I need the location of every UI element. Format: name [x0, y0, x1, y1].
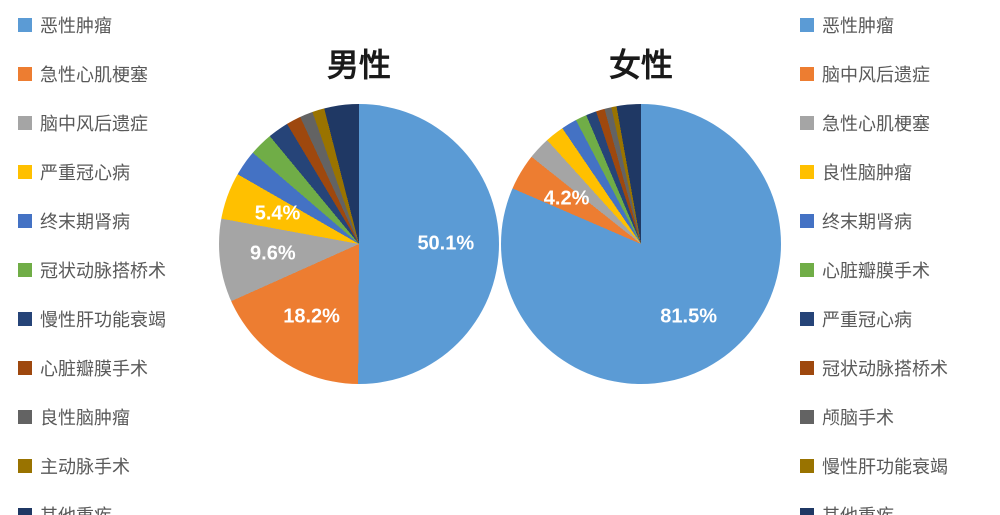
legend-right: 恶性肿瘤脑中风后遗症急性心肌梗塞良性脑肿瘤终末期肾病心脏瓣膜手术严重冠心病冠状动…	[782, 0, 1000, 515]
legend-swatch-icon	[800, 263, 814, 277]
legend-label: 其他重疾	[822, 502, 894, 515]
legend-label: 恶性肿瘤	[822, 12, 894, 38]
legend-swatch-icon	[18, 312, 32, 326]
legend-label: 其他重疾	[40, 502, 112, 515]
legend-item-left: 其他重疾	[18, 502, 218, 515]
chart-female: 女性 81.5%4.2%	[501, 40, 781, 384]
pie-male	[219, 104, 499, 384]
legend-item-left: 脑中风后遗症	[18, 110, 218, 136]
legend-label: 颅脑手术	[822, 404, 894, 430]
legend-label: 良性脑肿瘤	[822, 159, 912, 185]
charts-area: 男性 50.1%18.2%9.6%5.4% 女性 81.5%4.2%	[218, 0, 782, 515]
chart-title-male: 男性	[327, 40, 391, 86]
legend-swatch-icon	[800, 312, 814, 326]
legend-label: 脑中风后遗症	[822, 61, 930, 87]
chart-male: 男性 50.1%18.2%9.6%5.4%	[219, 40, 499, 384]
legend-label: 冠状动脉搭桥术	[822, 355, 948, 381]
legend-label: 脑中风后遗症	[40, 110, 148, 136]
legend-label: 终末期肾病	[822, 208, 912, 234]
legend-swatch-icon	[18, 116, 32, 130]
pie-female	[501, 104, 781, 384]
legend-item-right: 其他重疾	[800, 502, 1000, 515]
legend-swatch-icon	[18, 18, 32, 32]
legend-item-right: 终末期肾病	[800, 208, 1000, 234]
chart-container: 恶性肿瘤急性心肌梗塞脑中风后遗症严重冠心病终末期肾病冠状动脉搭桥术慢性肝功能衰竭…	[0, 0, 1000, 515]
legend-label: 急性心肌梗塞	[40, 61, 148, 87]
legend-item-left: 急性心肌梗塞	[18, 61, 218, 87]
legend-item-left: 主动脉手术	[18, 453, 218, 479]
legend-label: 心脏瓣膜手术	[40, 355, 148, 381]
pie-wrap-male: 50.1%18.2%9.6%5.4%	[219, 104, 499, 384]
legend-item-left: 冠状动脉搭桥术	[18, 257, 218, 283]
legend-swatch-icon	[18, 361, 32, 375]
legend-item-right: 急性心肌梗塞	[800, 110, 1000, 136]
legend-item-left: 良性脑肿瘤	[18, 404, 218, 430]
legend-item-right: 心脏瓣膜手术	[800, 257, 1000, 283]
legend-swatch-icon	[18, 67, 32, 81]
legend-swatch-icon	[18, 214, 32, 228]
legend-swatch-icon	[18, 459, 32, 473]
legend-swatch-icon	[800, 508, 814, 515]
legend-label: 慢性肝功能衰竭	[822, 453, 948, 479]
legend-item-left: 恶性肿瘤	[18, 12, 218, 38]
legend-swatch-icon	[800, 116, 814, 130]
legend-label: 良性脑肿瘤	[40, 404, 130, 430]
pie-wrap-female: 81.5%4.2%	[501, 104, 781, 384]
legend-swatch-icon	[18, 410, 32, 424]
legend-item-left: 终末期肾病	[18, 208, 218, 234]
legend-left: 恶性肿瘤急性心肌梗塞脑中风后遗症严重冠心病终末期肾病冠状动脉搭桥术慢性肝功能衰竭…	[0, 0, 218, 515]
legend-item-right: 良性脑肿瘤	[800, 159, 1000, 185]
legend-label: 主动脉手术	[40, 453, 130, 479]
legend-item-right: 冠状动脉搭桥术	[800, 355, 1000, 381]
legend-item-left: 慢性肝功能衰竭	[18, 306, 218, 332]
legend-label: 冠状动脉搭桥术	[40, 257, 166, 283]
legend-label: 心脏瓣膜手术	[822, 257, 930, 283]
legend-label: 严重冠心病	[40, 159, 130, 185]
legend-swatch-icon	[800, 214, 814, 228]
legend-item-right: 慢性肝功能衰竭	[800, 453, 1000, 479]
legend-item-right: 恶性肿瘤	[800, 12, 1000, 38]
legend-label: 急性心肌梗塞	[822, 110, 930, 136]
legend-swatch-icon	[800, 18, 814, 32]
legend-item-left: 心脏瓣膜手术	[18, 355, 218, 381]
legend-label: 恶性肿瘤	[40, 12, 112, 38]
legend-swatch-icon	[800, 67, 814, 81]
legend-swatch-icon	[18, 263, 32, 277]
legend-item-left: 严重冠心病	[18, 159, 218, 185]
legend-label: 慢性肝功能衰竭	[40, 306, 166, 332]
legend-item-right: 颅脑手术	[800, 404, 1000, 430]
legend-swatch-icon	[800, 165, 814, 179]
legend-label: 终末期肾病	[40, 208, 130, 234]
legend-label: 严重冠心病	[822, 306, 912, 332]
legend-item-right: 严重冠心病	[800, 306, 1000, 332]
legend-swatch-icon	[800, 361, 814, 375]
chart-title-female: 女性	[609, 40, 673, 86]
legend-swatch-icon	[18, 165, 32, 179]
legend-item-right: 脑中风后遗症	[800, 61, 1000, 87]
legend-swatch-icon	[800, 459, 814, 473]
legend-swatch-icon	[800, 410, 814, 424]
legend-swatch-icon	[18, 508, 32, 515]
